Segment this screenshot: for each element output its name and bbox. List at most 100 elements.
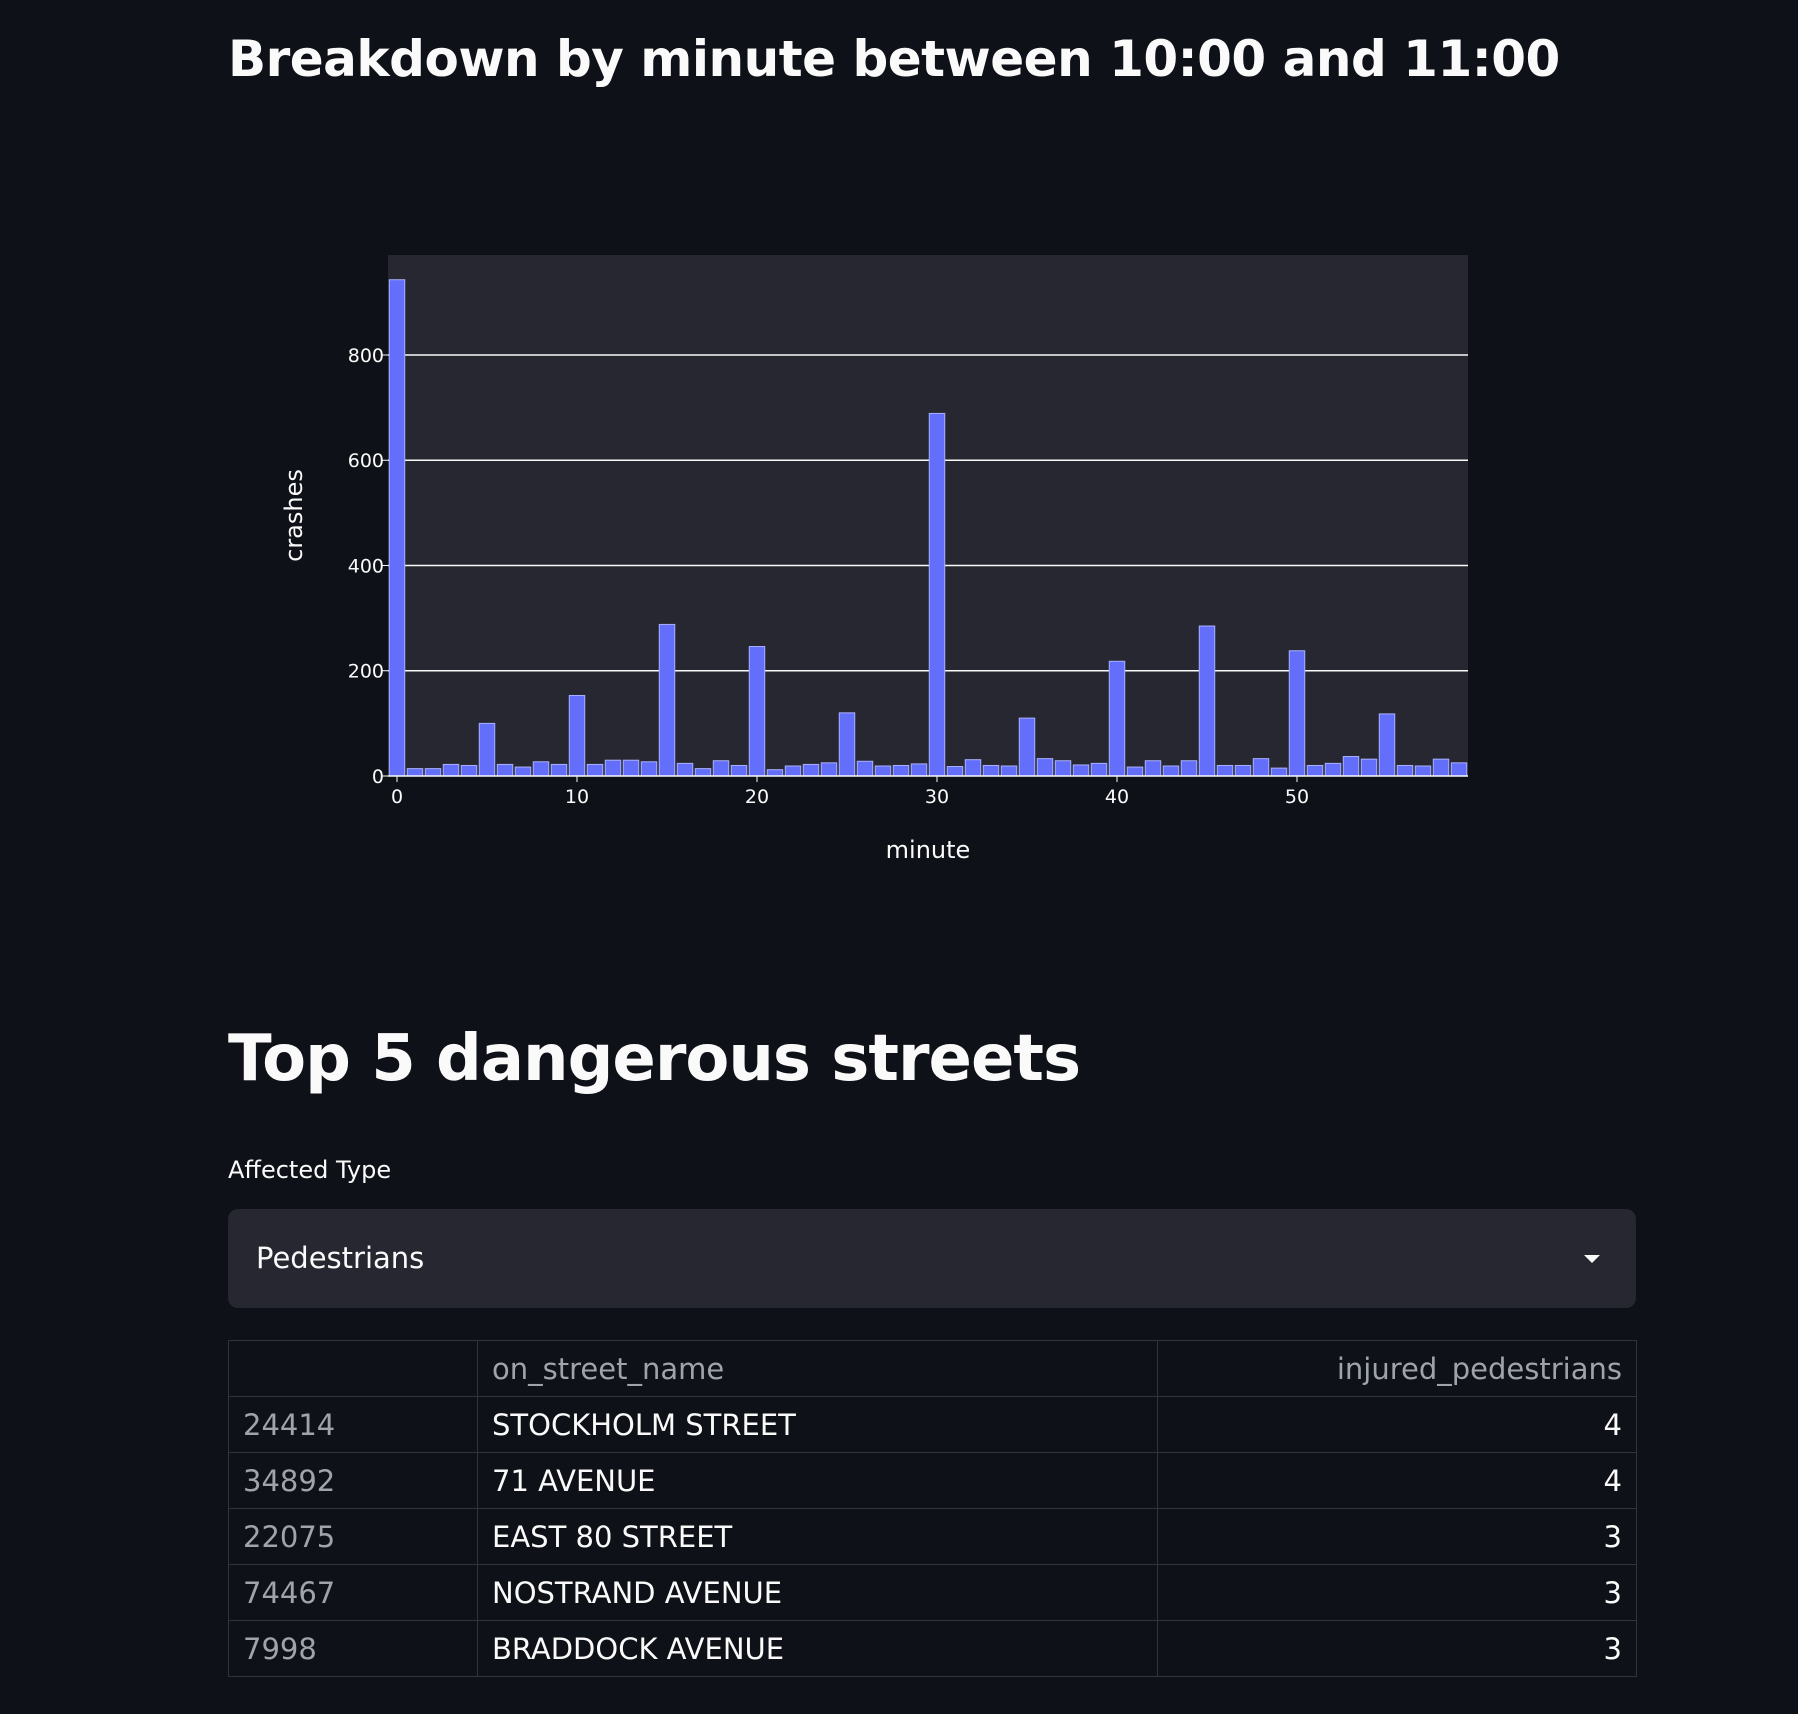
bar[interactable]	[1036, 758, 1054, 777]
bar[interactable]	[568, 694, 586, 777]
table-header-street[interactable]: on_street_name	[477, 1340, 1158, 1397]
row-injured: 4	[1157, 1452, 1637, 1509]
row-index: 24414	[228, 1396, 478, 1453]
bar[interactable]	[424, 768, 442, 777]
bar[interactable]	[982, 764, 1000, 777]
bar[interactable]	[406, 768, 424, 777]
bar[interactable]	[694, 768, 712, 777]
affected-type-select[interactable]: Pedestrians	[228, 1209, 1636, 1308]
y-axis-title: crashes	[280, 469, 308, 562]
y-tick-label: 200	[348, 661, 384, 683]
bar[interactable]	[1396, 764, 1414, 777]
row-street: EAST 80 STREET	[477, 1508, 1158, 1565]
x-tick-label: 10	[565, 786, 589, 808]
bar[interactable]	[1432, 758, 1450, 777]
bar[interactable]	[1144, 760, 1162, 777]
bar[interactable]	[604, 759, 622, 777]
row-injured: 3	[1157, 1508, 1637, 1565]
y-tick-label: 800	[348, 345, 384, 367]
bar[interactable]	[784, 765, 802, 777]
plot-area	[388, 255, 1468, 776]
bar[interactable]	[928, 412, 946, 777]
bar[interactable]	[892, 764, 910, 777]
table-header-injured[interactable]: injured_pedestrians	[1157, 1340, 1637, 1397]
bar[interactable]	[874, 765, 892, 777]
bar[interactable]	[964, 759, 982, 777]
row-street: 71 AVENUE	[477, 1452, 1158, 1509]
row-injured: 4	[1157, 1396, 1637, 1453]
y-tick-label: 400	[348, 555, 384, 577]
table-row: 74467 NOSTRAND AVENUE 3	[228, 1564, 1637, 1621]
row-index: 7998	[228, 1620, 478, 1677]
bar[interactable]	[1000, 765, 1018, 777]
bar[interactable]	[1126, 766, 1144, 777]
bar[interactable]	[1180, 760, 1198, 777]
bar[interactable]	[1450, 762, 1468, 777]
bar[interactable]	[748, 646, 766, 777]
affected-type-label: Affected Type	[228, 1156, 392, 1184]
bar[interactable]	[478, 722, 496, 777]
x-tick-label: 30	[925, 786, 949, 808]
bar[interactable]	[910, 763, 928, 777]
bar[interactable]	[532, 761, 550, 777]
bar[interactable]	[1198, 625, 1216, 777]
bar[interactable]	[586, 763, 604, 777]
bar[interactable]	[442, 763, 460, 777]
bar[interactable]	[1018, 717, 1036, 777]
bar[interactable]	[514, 766, 532, 777]
bar[interactable]	[766, 769, 784, 777]
bar[interactable]	[730, 764, 748, 777]
table-header-row: on_street_name injured_pedestrians	[228, 1340, 1637, 1397]
bar[interactable]	[1324, 762, 1342, 777]
bar[interactable]	[1306, 764, 1324, 777]
minute-bar-chart: 0 200 400 600 800 0 10 20 30 40 50 minute crashes	[280, 255, 1468, 864]
breakdown-heading: Breakdown by minute between 10:00 and 11…	[228, 30, 1560, 88]
bar[interactable]	[1252, 758, 1270, 777]
bar[interactable]	[1108, 660, 1126, 777]
bar[interactable]	[1162, 765, 1180, 777]
row-index: 34892	[228, 1452, 478, 1509]
bar[interactable]	[1072, 764, 1090, 777]
bar[interactable]	[640, 761, 658, 777]
bar[interactable]	[712, 760, 730, 777]
bar[interactable]	[388, 279, 406, 777]
bar[interactable]	[1054, 760, 1072, 777]
bar[interactable]	[676, 762, 694, 777]
bar[interactable]	[622, 759, 640, 777]
bar[interactable]	[496, 763, 514, 777]
dangerous-streets-table: on_street_name injured_pedestrians 24414…	[228, 1340, 1637, 1677]
bar[interactable]	[838, 712, 856, 777]
row-index: 22075	[228, 1508, 478, 1565]
table-row: 7998 BRADDOCK AVENUE 3	[228, 1620, 1637, 1677]
bar[interactable]	[1090, 762, 1108, 777]
x-tick-label: 40	[1105, 786, 1129, 808]
bar[interactable]	[550, 763, 568, 777]
bar[interactable]	[1342, 756, 1360, 777]
bar[interactable]	[1270, 767, 1288, 777]
table-row: 22075 EAST 80 STREET 3	[228, 1508, 1637, 1565]
x-tick-label: 20	[745, 786, 769, 808]
y-tick-label: 0	[372, 766, 384, 788]
x-tick-label: 0	[391, 786, 403, 808]
bar[interactable]	[946, 766, 964, 777]
bar[interactable]	[1288, 650, 1306, 777]
table-header-index[interactable]	[228, 1340, 478, 1397]
bar[interactable]	[1234, 764, 1252, 777]
top-streets-heading: Top 5 dangerous streets	[228, 1022, 1081, 1096]
row-injured: 3	[1157, 1564, 1637, 1621]
row-street: BRADDOCK AVENUE	[477, 1620, 1158, 1677]
bar[interactable]	[1216, 764, 1234, 777]
bar[interactable]	[1414, 765, 1432, 777]
bar[interactable]	[802, 763, 820, 777]
bar[interactable]	[820, 762, 838, 777]
chevron-down-icon[interactable]	[1584, 1255, 1600, 1263]
bar[interactable]	[1360, 758, 1378, 777]
bar[interactable]	[1378, 713, 1396, 777]
bar[interactable]	[658, 623, 676, 777]
x-tick-label: 50	[1285, 786, 1309, 808]
bar[interactable]	[460, 764, 478, 777]
bar[interactable]	[856, 760, 874, 777]
table-row: 34892 71 AVENUE 4	[228, 1452, 1637, 1509]
affected-type-selected-value: Pedestrians	[256, 1241, 425, 1275]
